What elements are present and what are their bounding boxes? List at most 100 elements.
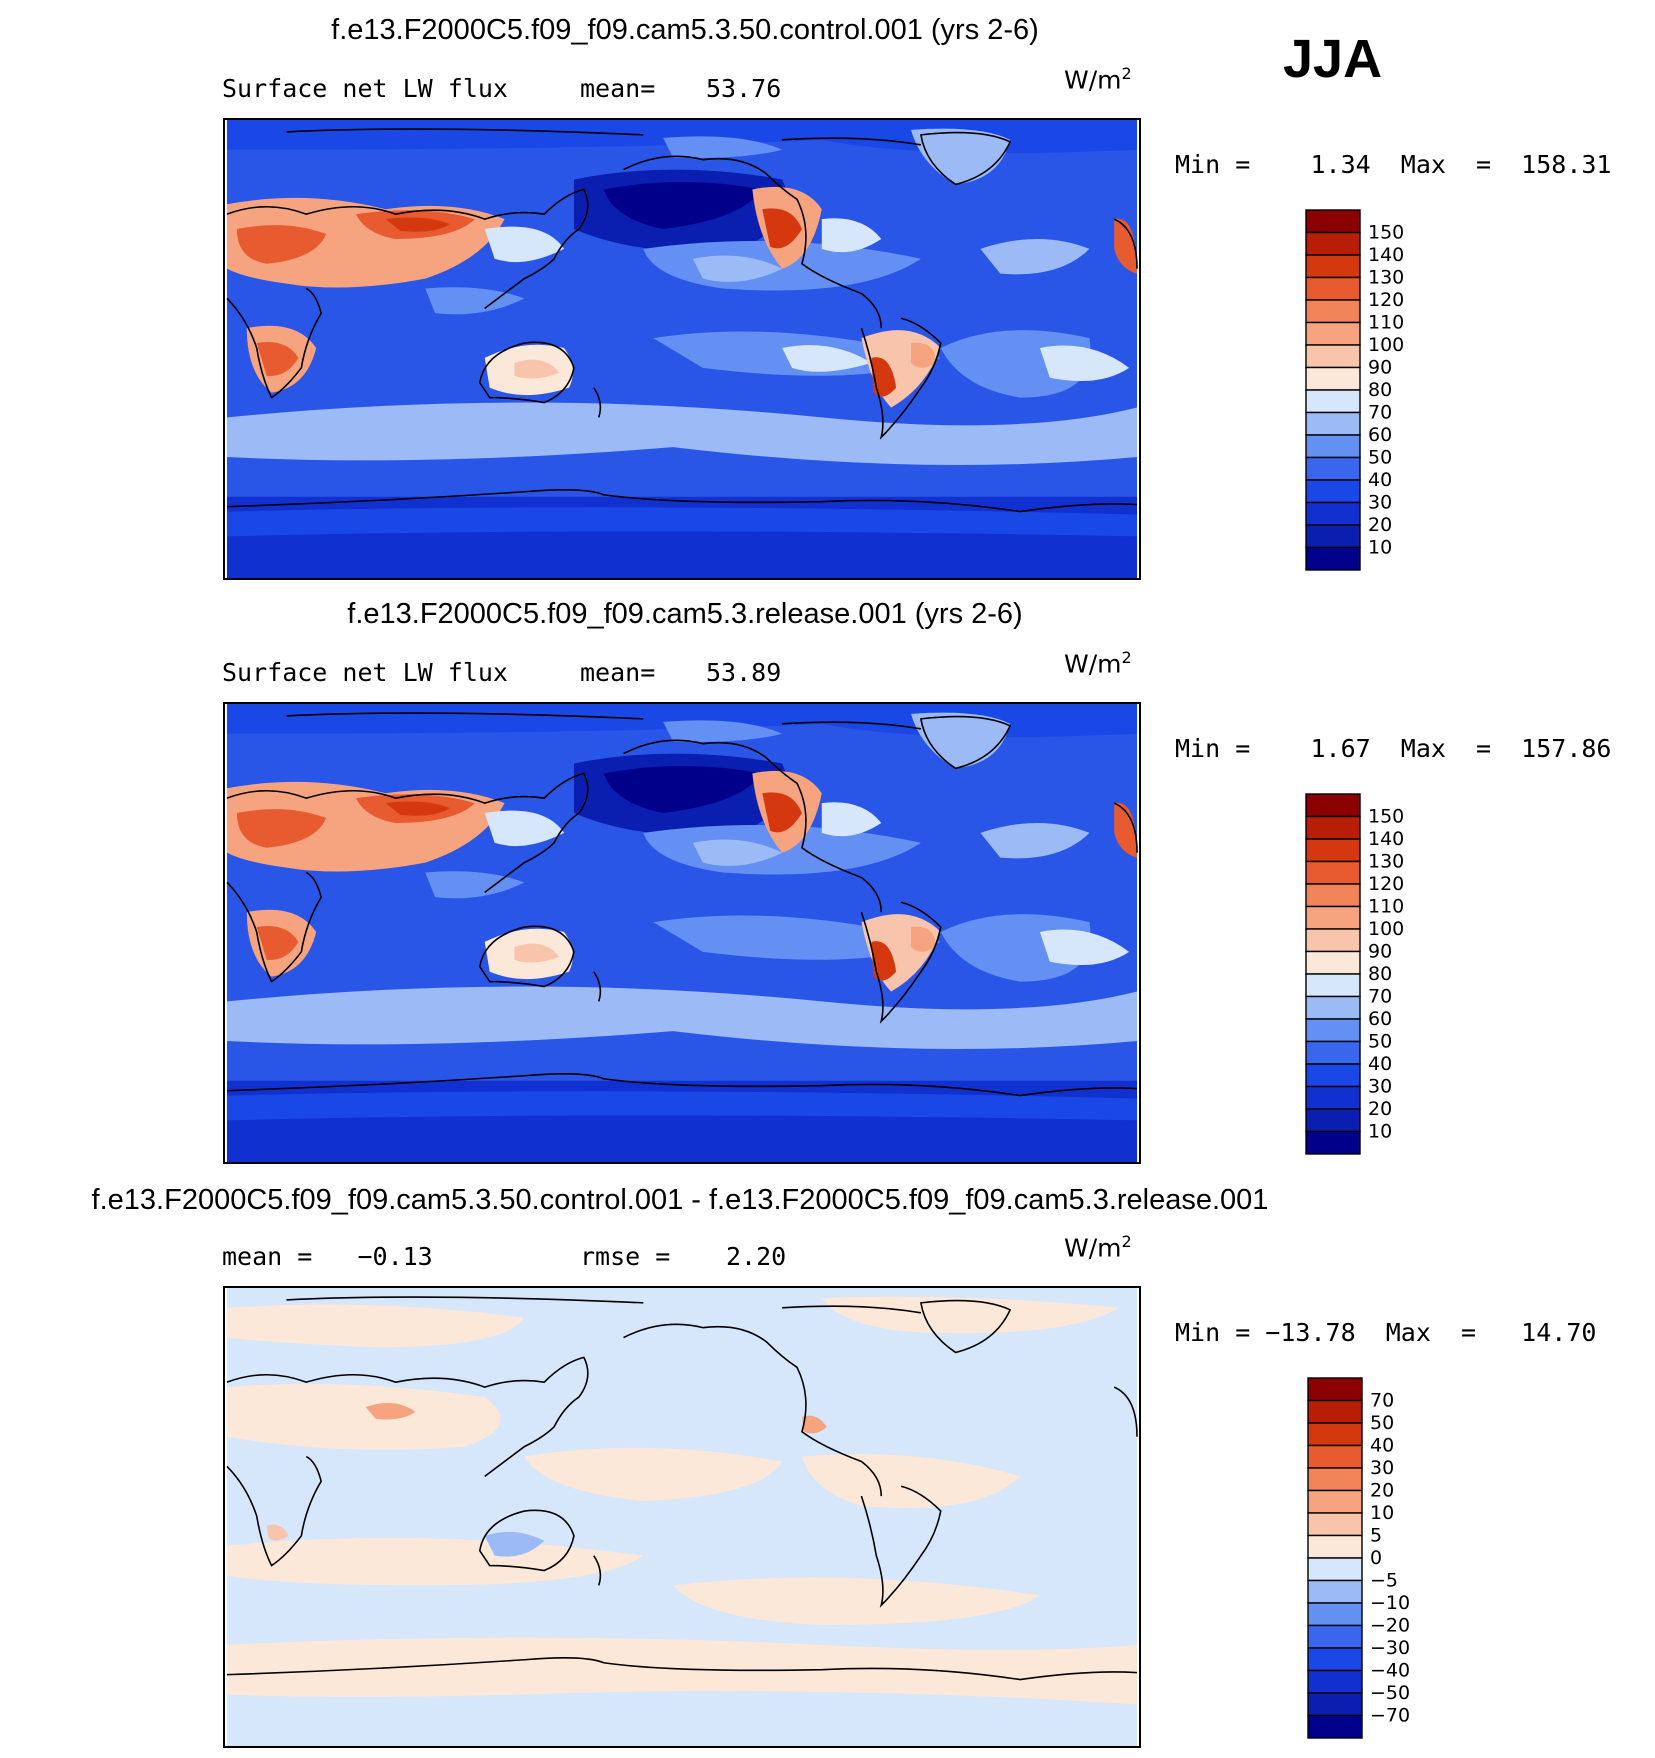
colorbar-box [1305, 793, 1361, 818]
colorbar-tick-label: 20 [1370, 1480, 1394, 1502]
colorbar-box [1305, 1130, 1361, 1155]
colorbar-tick-label: 110 [1368, 896, 1404, 918]
colorbar-box [1307, 1602, 1363, 1627]
colorbar-box [1305, 254, 1361, 279]
colorbar-tick-label: 70 [1368, 402, 1392, 424]
panel-2-colorbar: 150 140 130 120 110 100 90 80 70 60 50 40 30 20 10 [1304, 792, 1424, 1160]
colorbar-tick-label: 60 [1368, 1008, 1392, 1030]
colorbar-box [1305, 1108, 1361, 1133]
colorbar-tick-label: −70 [1370, 1705, 1410, 1727]
colorbar-tick-label: 120 [1368, 873, 1404, 895]
colorbar-box [1307, 1422, 1363, 1447]
panel-2-title: f.e13.F2000C5.f09_f09.cam5.3.release.001… [347, 598, 1023, 630]
panel-3-stat-value: 2.20 [726, 1242, 787, 1271]
panel-3-colorbar: 70 50 40 30 20 10 5 0 −5 −10 −20 −30 −40 −50 −70 [1306, 1376, 1436, 1744]
colorbar-box [1305, 456, 1361, 481]
colorbar-box [1305, 905, 1361, 930]
colorbar-tick-label: 40 [1368, 1053, 1392, 1075]
panel-1-map [223, 118, 1141, 580]
colorbar-tick-label: −10 [1370, 1592, 1410, 1614]
colorbar-box [1305, 366, 1361, 391]
colorbar-box [1307, 1489, 1363, 1514]
colorbar-tick-label: 30 [1368, 1076, 1392, 1098]
colorbar-tick-label: 120 [1368, 289, 1404, 311]
colorbar-tick-label: 150 [1368, 806, 1404, 828]
colorbar-tick-label: 40 [1368, 469, 1392, 491]
colorbar-box [1305, 838, 1361, 863]
colorbar-tick-label: 50 [1370, 1412, 1394, 1434]
colorbar-box [1305, 411, 1361, 436]
colorbar-tick-label: 90 [1368, 357, 1392, 379]
colorbar-box [1307, 1647, 1363, 1672]
colorbar-tick-label: 30 [1370, 1457, 1394, 1479]
colorbar-box [1305, 928, 1361, 953]
colorbar-box [1305, 344, 1361, 369]
colorbar-box [1305, 860, 1361, 885]
colorbar-box [1305, 815, 1361, 840]
colorbar-box [1305, 299, 1361, 324]
colorbar-tick-label: 20 [1368, 1098, 1392, 1120]
panel-3-title: f.e13.F2000C5.f09_f09.cam5.3.50.control.… [91, 1184, 1269, 1216]
colorbar-tick-label: 50 [1368, 447, 1392, 469]
colorbar-box [1305, 995, 1361, 1020]
colorbar-tick-label: 5 [1370, 1525, 1382, 1547]
panel-3-map [223, 1286, 1141, 1748]
panel-1-stat-label: mean= [580, 74, 656, 103]
colorbar-box [1305, 950, 1361, 975]
colorbar-box [1307, 1692, 1363, 1717]
colorbar-box [1307, 1399, 1363, 1424]
colorbar-box [1307, 1579, 1363, 1604]
colorbar-tick-label: 30 [1368, 492, 1392, 514]
colorbar-box [1305, 973, 1361, 998]
colorbar-box [1305, 1085, 1361, 1110]
colorbar-tick-label: 90 [1368, 941, 1392, 963]
colorbar-box [1305, 479, 1361, 504]
colorbar-box [1305, 389, 1361, 414]
colorbar-box [1307, 1714, 1363, 1739]
season-label: JJA [1283, 29, 1383, 89]
panel-3-minmax: Min = −13.78 Max = 14.70 [1175, 1318, 1597, 1347]
colorbar-box [1305, 231, 1361, 256]
colorbar-tick-label: −30 [1370, 1637, 1410, 1659]
colorbar-box [1305, 524, 1361, 549]
colorbar-tick-label: 40 [1370, 1435, 1394, 1457]
colorbar-tick-label: 100 [1368, 918, 1404, 940]
colorbar-box [1307, 1534, 1363, 1559]
colorbar-box [1305, 1018, 1361, 1043]
panel-2-units: W/m2 [1064, 648, 1132, 679]
colorbar-tick-label: 10 [1370, 1502, 1394, 1524]
panel-2-variable-label: Surface net LW flux [222, 658, 508, 687]
colorbar-tick-label: −20 [1370, 1615, 1410, 1637]
panel-3-stat-label: rmse = [580, 1242, 671, 1271]
colorbar-tick-label: −5 [1370, 1570, 1398, 1592]
colorbar-tick-label: 140 [1368, 244, 1404, 266]
panel-2-stat-value: 53.89 [706, 658, 782, 687]
panel-3-mean-label: mean = −0.13 [222, 1242, 433, 1271]
panel-1-minmax: Min = 1.34 Max = 158.31 [1175, 150, 1612, 179]
colorbar-box [1305, 883, 1361, 908]
colorbar-box [1305, 209, 1361, 234]
colorbar-tick-label: 80 [1368, 379, 1392, 401]
colorbar-tick-label: 140 [1368, 828, 1404, 850]
colorbar-tick-label: 60 [1368, 424, 1392, 446]
colorbar-box [1305, 546, 1361, 571]
colorbar-tick-label: −40 [1370, 1660, 1410, 1682]
colorbar-tick-label: 0 [1370, 1547, 1382, 1569]
colorbar-tick-label: 20 [1368, 514, 1392, 536]
panel-2-map [223, 702, 1141, 1164]
colorbar-box [1307, 1624, 1363, 1649]
colorbar-box [1307, 1557, 1363, 1582]
colorbar-box [1307, 1444, 1363, 1469]
colorbar-tick-label: 50 [1368, 1031, 1392, 1053]
colorbar-box [1305, 321, 1361, 346]
colorbar-box [1307, 1669, 1363, 1694]
colorbar-tick-label: 70 [1368, 986, 1392, 1008]
panel-1-units: W/m2 [1064, 64, 1132, 95]
colorbar-tick-label: 10 [1368, 537, 1392, 559]
colorbar-tick-label: 10 [1368, 1121, 1392, 1143]
panel-2-minmax: Min = 1.67 Max = 157.86 [1175, 734, 1612, 763]
colorbar-tick-label: 110 [1368, 312, 1404, 334]
colorbar-tick-label: 150 [1368, 222, 1404, 244]
colorbar-box [1305, 1040, 1361, 1065]
colorbar-box [1307, 1512, 1363, 1537]
